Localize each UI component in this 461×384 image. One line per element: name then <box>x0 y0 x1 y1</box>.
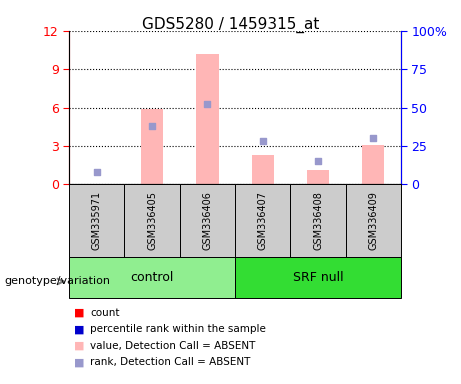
FancyBboxPatch shape <box>69 184 124 257</box>
Text: ■: ■ <box>74 324 84 334</box>
Text: genotype/variation: genotype/variation <box>5 276 111 286</box>
Point <box>93 169 100 175</box>
Text: percentile rank within the sample: percentile rank within the sample <box>90 324 266 334</box>
FancyBboxPatch shape <box>346 184 401 257</box>
Point <box>148 123 156 129</box>
FancyBboxPatch shape <box>69 257 235 298</box>
Bar <box>252 155 274 184</box>
Text: value, Detection Call = ABSENT: value, Detection Call = ABSENT <box>90 341 255 351</box>
FancyBboxPatch shape <box>180 184 235 257</box>
Point <box>259 138 266 144</box>
Text: GDS5280 / 1459315_at: GDS5280 / 1459315_at <box>142 17 319 33</box>
Text: count: count <box>90 308 119 318</box>
FancyBboxPatch shape <box>235 184 290 257</box>
FancyBboxPatch shape <box>124 184 180 257</box>
Point <box>370 135 377 141</box>
Text: GSM336405: GSM336405 <box>147 191 157 250</box>
Text: ■: ■ <box>74 308 84 318</box>
Text: GSM336409: GSM336409 <box>368 191 378 250</box>
FancyBboxPatch shape <box>290 184 346 257</box>
Text: GSM336408: GSM336408 <box>313 191 323 250</box>
Text: ■: ■ <box>74 341 84 351</box>
FancyBboxPatch shape <box>235 257 401 298</box>
Text: SRF null: SRF null <box>293 271 343 284</box>
Text: GSM336406: GSM336406 <box>202 191 213 250</box>
Bar <box>141 109 163 184</box>
Text: ■: ■ <box>74 358 84 367</box>
Bar <box>362 145 384 184</box>
Point <box>314 158 322 164</box>
Text: rank, Detection Call = ABSENT: rank, Detection Call = ABSENT <box>90 358 250 367</box>
Bar <box>196 54 219 184</box>
Text: GSM336407: GSM336407 <box>258 191 268 250</box>
Bar <box>307 170 329 184</box>
Text: control: control <box>130 271 174 284</box>
Point <box>204 101 211 108</box>
Text: GSM335971: GSM335971 <box>92 191 102 250</box>
